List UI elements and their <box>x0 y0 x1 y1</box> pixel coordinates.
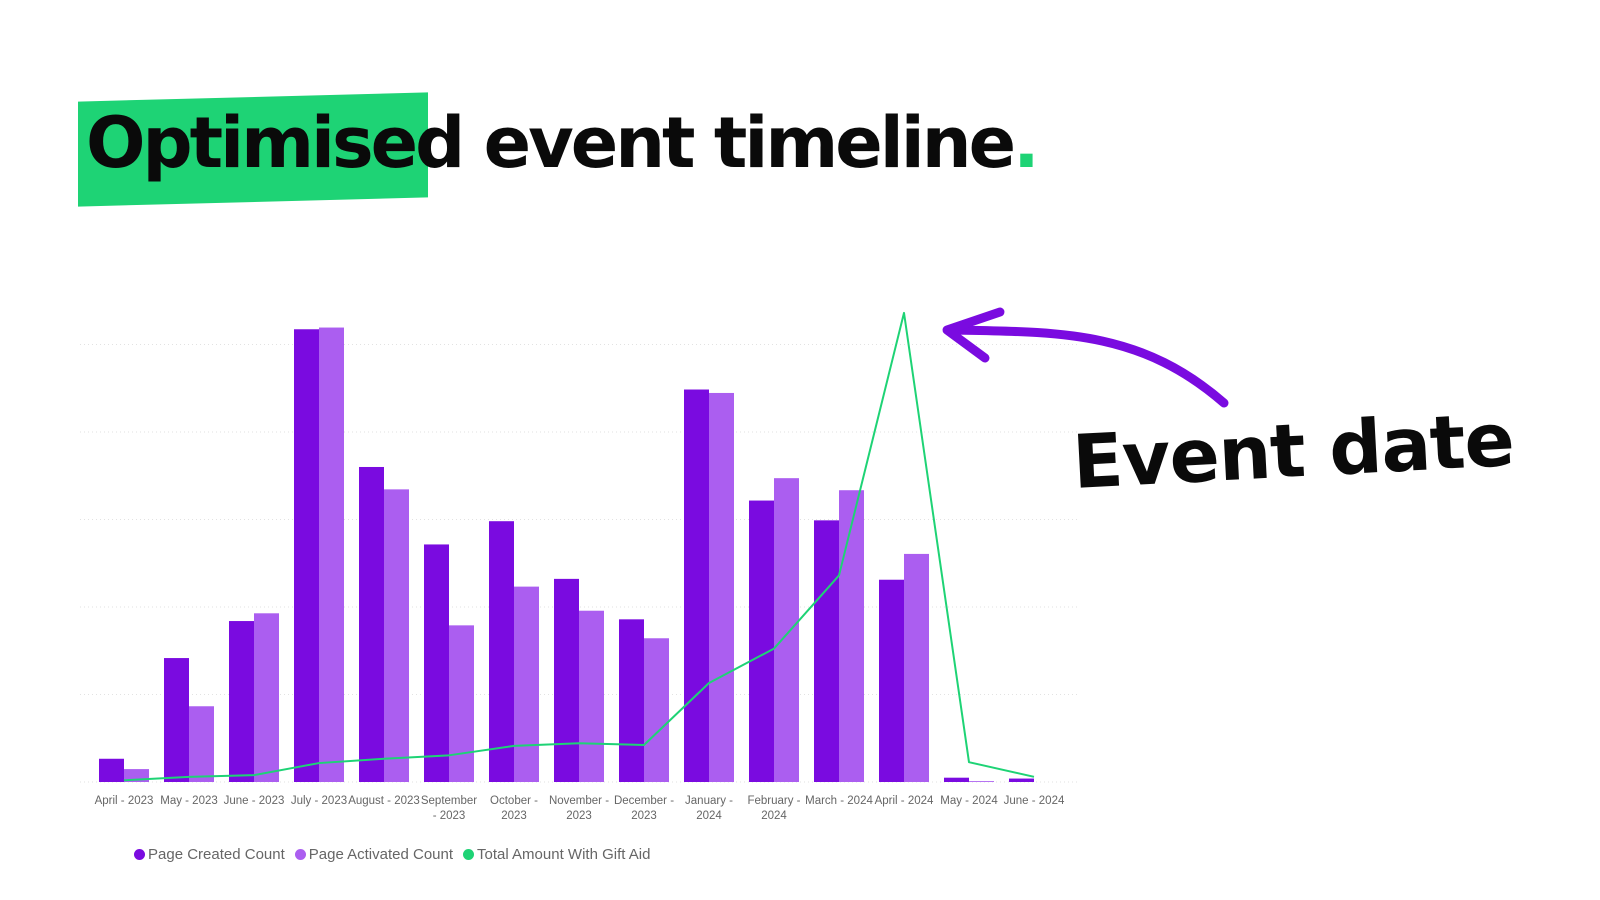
event-date-arrow <box>942 307 1229 408</box>
legend-label: Page Activated Count <box>308 846 454 863</box>
x-tick-label: July - 2023 <box>291 795 347 807</box>
legend-dot-icon <box>294 849 306 860</box>
x-tick-label: June - 2024 <box>1004 795 1065 807</box>
legend-item[interactable]: Page Activated Count <box>294 846 454 863</box>
bar-page-created-count <box>99 758 124 782</box>
bar-page-created-count <box>684 389 709 782</box>
legend-dot-icon <box>134 849 145 860</box>
legend-label: Total Amount With Gift Aid <box>477 846 651 863</box>
headline-period: . <box>1013 102 1040 184</box>
legend-dot-icon <box>463 849 475 860</box>
x-tick-label: April - 2024 <box>875 795 934 807</box>
bar-page-created-count <box>164 658 189 782</box>
legend-label: Page Created Count <box>148 846 285 863</box>
chart-bars <box>99 327 1034 782</box>
x-tick-label: May - 2023 <box>160 795 218 807</box>
bar-page-created-count <box>1009 778 1034 782</box>
bar-page-created-count <box>749 500 774 782</box>
line-total-amount-with-gift-aid <box>123 311 1035 782</box>
x-tick-label: April - 2023 <box>95 795 154 807</box>
chart-x-axis-labels: April - 2023 May - 2023 June - 2023 July - … <box>95 795 1065 822</box>
bar-page-created-count <box>294 329 319 782</box>
headline-highlighted-word: Optimised <box>86 102 465 184</box>
bar-page-created-count <box>424 544 449 782</box>
x-tick-label: January -2024 <box>685 795 733 822</box>
bar-page-created-count <box>489 521 514 782</box>
chart-legend: Page Created Count Page Activated Count To… <box>134 846 650 863</box>
bar-page-created-count <box>944 777 969 782</box>
bar-page-created-count <box>229 621 254 782</box>
bar-page-activated-count <box>904 553 929 782</box>
bar-page-created-count <box>619 619 644 782</box>
x-tick-label: May - 2024 <box>940 795 998 807</box>
bar-page-activated-count <box>644 638 669 782</box>
x-tick-label: August - 2023 <box>348 795 420 807</box>
bar-page-activated-count <box>969 781 994 782</box>
bar-page-activated-count <box>449 625 474 782</box>
headline-rest: event timeline <box>462 102 1016 184</box>
bar-page-created-count <box>554 578 579 782</box>
bar-page-activated-count <box>189 706 214 782</box>
bar-page-activated-count <box>709 392 734 782</box>
bar-page-activated-count <box>579 610 604 782</box>
bar-page-activated-count <box>319 327 344 782</box>
x-tick-label: June - 2023 <box>224 795 285 807</box>
bar-page-created-count <box>879 579 904 782</box>
x-tick-label: November -2023 <box>549 795 609 822</box>
x-tick-label: March - 2024 <box>805 795 873 807</box>
bar-page-activated-count <box>384 489 409 782</box>
chart-line-series <box>123 311 1035 782</box>
x-tick-label: December -2023 <box>614 795 674 822</box>
legend-item[interactable]: Total Amount With Gift Aid <box>463 846 650 863</box>
bar-page-created-count <box>814 520 839 782</box>
arrow-curve <box>945 325 1229 408</box>
bar-page-activated-count <box>514 586 539 782</box>
bar-page-activated-count <box>254 613 279 782</box>
bar-page-created-count <box>359 466 384 782</box>
x-tick-label: February -2024 <box>747 795 800 822</box>
bar-page-activated-count <box>839 490 864 782</box>
legend-item[interactable]: Page Created Count <box>134 846 285 863</box>
x-tick-label: October -2023 <box>490 795 538 822</box>
headline: Optimised event timeline. <box>86 108 1040 178</box>
x-tick-label: September - 2023 <box>421 795 477 822</box>
bar-page-activated-count <box>774 478 799 782</box>
arrow-head <box>942 307 1005 363</box>
